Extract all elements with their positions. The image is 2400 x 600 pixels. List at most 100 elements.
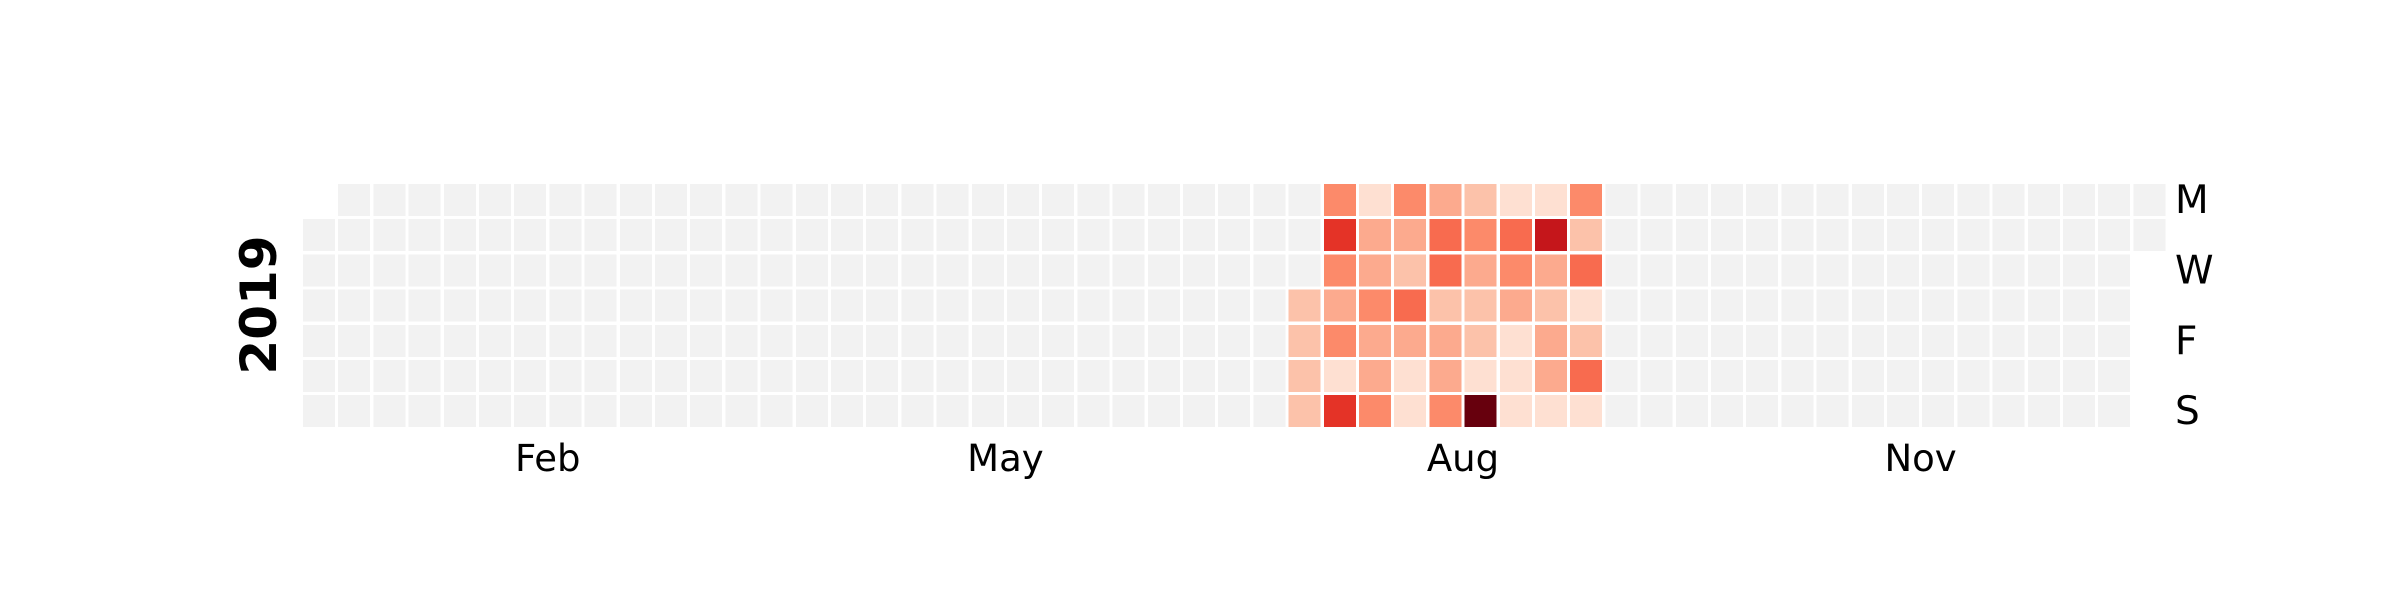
heatmap-cell: [2098, 184, 2131, 216]
heatmap-cell: [584, 360, 617, 392]
heatmap-cell: [1323, 324, 1356, 357]
heatmap-cell: [2027, 395, 2060, 428]
heatmap-cell: [866, 184, 899, 216]
heatmap-cell: [1042, 254, 1075, 287]
heatmap-cell: [373, 360, 406, 392]
heatmap-cell: [901, 324, 934, 357]
heatmap-cell: [971, 395, 1004, 428]
heatmap-cell: [1640, 324, 1673, 357]
heatmap-cell: [479, 289, 511, 322]
heatmap-cell: [2063, 360, 2095, 392]
heatmap-cell: [2027, 324, 2060, 357]
heatmap-cell: [690, 289, 723, 322]
heatmap-cell: [1112, 254, 1145, 287]
heatmap-cell: [1077, 184, 1110, 216]
heatmap-cell: [2027, 254, 2060, 287]
heatmap-cell: [866, 360, 899, 392]
heatmap-cell: [338, 324, 371, 357]
heatmap-cell: [1077, 395, 1110, 428]
heatmap-cell: [338, 254, 371, 287]
heatmap-cell: [1183, 254, 1215, 287]
heatmap-cell: [1429, 184, 1462, 216]
heatmap-cell: [1007, 184, 1039, 216]
heatmap-cell: [443, 360, 476, 392]
heatmap-cell: [1781, 289, 1814, 322]
heatmap-cell: [443, 395, 476, 428]
heatmap-cell: [1253, 360, 1286, 392]
heatmap-cell: [1992, 360, 2025, 392]
heatmap-cell: [1253, 219, 1286, 252]
heatmap-cell: [443, 324, 476, 357]
heatmap-cell: [1499, 184, 1532, 216]
heatmap-cell: [338, 219, 371, 252]
heatmap-cell: [1288, 360, 1321, 392]
heatmap-cell: [1992, 289, 2025, 322]
heatmap-cell: [2063, 324, 2095, 357]
heatmap-cell: [1675, 184, 1708, 216]
heatmap-cell: [1922, 324, 1955, 357]
heatmap-cell: [443, 289, 476, 322]
heatmap-cell: [760, 324, 793, 357]
heatmap-cell: [514, 184, 547, 216]
heatmap-cell: [408, 395, 441, 428]
heatmap-cell: [1359, 324, 1391, 357]
heatmap-cell: [1147, 219, 1180, 252]
heatmap-cell: [690, 219, 723, 252]
heatmap-cell: [1218, 360, 1251, 392]
heatmap-cell: [690, 360, 723, 392]
heatmap-cell: [1605, 184, 1638, 216]
heatmap-cell: [1007, 289, 1039, 322]
heatmap-cell: [1218, 395, 1251, 428]
heatmap-cell: [971, 254, 1004, 287]
heatmap-cell: [1429, 254, 1462, 287]
heatmap-cell: [1535, 395, 1567, 428]
heatmap-cell: [795, 395, 828, 428]
heatmap-cell: [619, 289, 652, 322]
heatmap-cell: [479, 360, 511, 392]
heatmap-cell: [2133, 184, 2166, 216]
heatmap-cell: [1746, 360, 1779, 392]
heatmap-cell: [1640, 219, 1673, 252]
heatmap-cell: [1183, 219, 1215, 252]
heatmap-cell: [1499, 360, 1532, 392]
heatmap-cell: [584, 219, 617, 252]
heatmap-cell: [1253, 324, 1286, 357]
heatmap-cell: [1359, 395, 1391, 428]
heatmap-cell: [971, 219, 1004, 252]
heatmap-cell: [1359, 289, 1391, 322]
heatmap-cell: [2063, 254, 2095, 287]
heatmap-cell: [1499, 254, 1532, 287]
heatmap-cell: [1640, 254, 1673, 287]
heatmap-cell: [1429, 395, 1462, 428]
heatmap-cell: [1323, 184, 1356, 216]
heatmap-cell: [1781, 254, 1814, 287]
heatmap-cell: [338, 360, 371, 392]
heatmap-cell: [831, 289, 863, 322]
heatmap-cell: [795, 289, 828, 322]
heatmap-cell: [655, 360, 687, 392]
heatmap-cell: [831, 254, 863, 287]
heatmap-cell: [1288, 219, 1321, 252]
heatmap-cell: [655, 289, 687, 322]
heatmap-cell: [1675, 395, 1708, 428]
heatmap-cell: [725, 184, 758, 216]
year-label: 2019: [230, 235, 288, 374]
heatmap-cell: [1746, 254, 1779, 287]
heatmap-cell: [1535, 254, 1567, 287]
heatmap-cell: [725, 395, 758, 428]
heatmap-cell: [1535, 289, 1567, 322]
heatmap-cell: [1218, 289, 1251, 322]
heatmap-cell: [1394, 254, 1427, 287]
heatmap-cell: [1147, 324, 1180, 357]
heatmap-cell: [725, 254, 758, 287]
heatmap-cell: [1605, 395, 1638, 428]
heatmap-cell: [1781, 324, 1814, 357]
heatmap-cell: [2027, 289, 2060, 322]
heatmap-cell: [690, 324, 723, 357]
heatmap-cell: [1218, 254, 1251, 287]
heatmap-cell: [901, 360, 934, 392]
heatmap-cell: [1711, 254, 1743, 287]
heatmap-cell: [1570, 219, 1603, 252]
heatmap-cell: [760, 184, 793, 216]
